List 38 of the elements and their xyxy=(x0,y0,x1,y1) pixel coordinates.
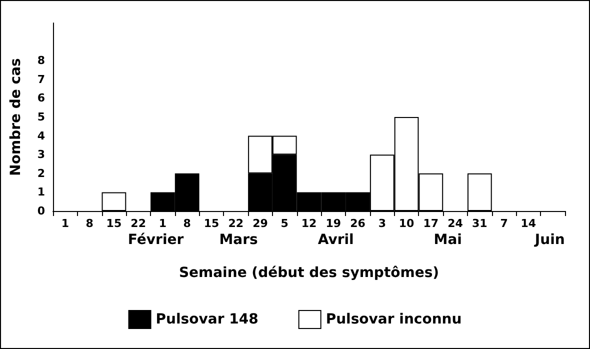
text: Mars xyxy=(219,232,258,248)
x-tick-label: 10 xyxy=(398,217,415,230)
x-tick-label: 19 xyxy=(326,217,342,230)
y-tick-label: 1 xyxy=(37,186,45,199)
x-tick-label: 1 xyxy=(61,217,70,230)
x-tick-label: 7 xyxy=(500,217,508,230)
x-tick-label: 8 xyxy=(86,217,94,230)
x-tick-label: 17 xyxy=(423,217,439,230)
x-tick-label: 26 xyxy=(350,217,366,230)
x-tick-label: 14 xyxy=(520,217,536,230)
x-tick-label: 15 xyxy=(204,217,220,230)
x-tick-label: 22 xyxy=(228,217,244,230)
text: Avril xyxy=(318,232,354,248)
y-tick-label: 3 xyxy=(37,148,45,162)
x-tick-label: 1 xyxy=(158,217,167,230)
x-tick-label: 8 xyxy=(183,217,191,230)
x-tick-label: 12 xyxy=(301,217,317,230)
x-tick-label: 5 xyxy=(280,217,288,230)
legend-label: Pulsovar 148 xyxy=(156,312,258,328)
y-axis-title: Nombre de cas xyxy=(8,58,24,176)
y-tick-label: 7 xyxy=(37,72,45,86)
y-tick-label: 4 xyxy=(37,129,46,142)
x-tick-label: 31 xyxy=(472,217,488,230)
y-tick-label: 8 xyxy=(37,54,45,68)
y-tick-label: 5 xyxy=(37,110,45,124)
y-tick-label: 0 xyxy=(37,204,46,218)
x-tick-label: 22 xyxy=(130,217,146,230)
y-tick-label: 6 xyxy=(37,92,46,105)
y-tick-label: 2 xyxy=(37,166,45,180)
x-tick-label: 15 xyxy=(106,217,122,230)
x-tick-label: 29 xyxy=(252,217,268,230)
text: Mai xyxy=(434,232,462,248)
text: Juin xyxy=(534,232,565,248)
x-tick-label: 3 xyxy=(378,217,386,230)
x-tick-label: 24 xyxy=(448,217,464,230)
legend-label: Pulsovar inconnu xyxy=(326,312,462,328)
text: Février xyxy=(128,232,184,248)
x-axis-title: Semaine (début des symptômes) xyxy=(178,265,440,281)
